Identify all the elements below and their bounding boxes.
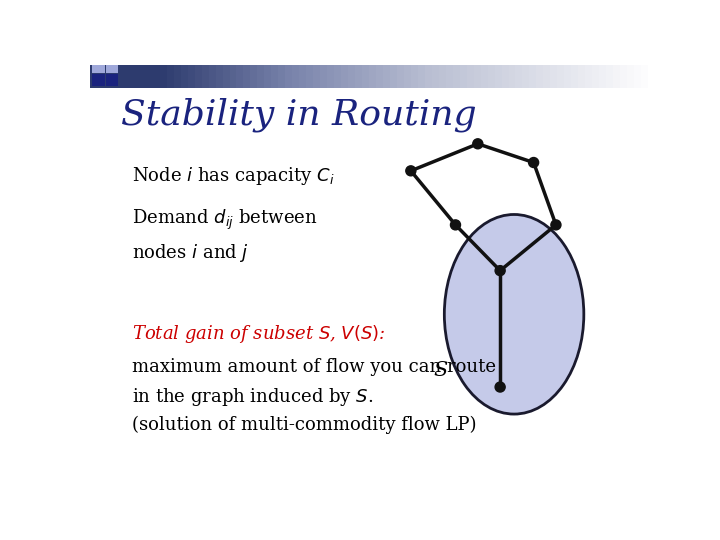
Bar xyxy=(306,65,313,87)
Text: Demand $d_{ij}$ between
nodes $i$ and $j$: Demand $d_{ij}$ between nodes $i$ and $j… xyxy=(132,208,318,264)
Bar xyxy=(474,65,481,87)
Bar xyxy=(327,65,334,87)
Bar xyxy=(508,65,516,87)
Bar xyxy=(188,65,194,87)
Ellipse shape xyxy=(495,382,505,392)
Bar xyxy=(300,65,306,87)
Bar xyxy=(544,65,550,87)
Bar xyxy=(564,65,571,87)
Bar xyxy=(320,65,327,87)
Bar xyxy=(132,65,139,87)
Ellipse shape xyxy=(528,158,539,167)
Bar xyxy=(453,65,459,87)
Ellipse shape xyxy=(451,220,461,230)
Bar xyxy=(92,74,104,85)
Ellipse shape xyxy=(444,214,584,414)
Bar xyxy=(209,65,215,87)
Bar xyxy=(202,65,209,87)
Bar xyxy=(613,65,620,87)
Bar xyxy=(90,65,97,87)
Bar xyxy=(145,65,153,87)
Bar xyxy=(641,65,648,87)
Bar xyxy=(111,65,118,87)
Bar xyxy=(369,65,376,87)
Bar xyxy=(139,65,145,87)
Ellipse shape xyxy=(551,220,561,230)
Bar xyxy=(620,65,627,87)
Bar xyxy=(390,65,397,87)
Bar xyxy=(397,65,404,87)
Bar xyxy=(106,62,118,73)
Bar xyxy=(118,65,125,87)
Text: Total gain of subset $S$, $V(S)$:: Total gain of subset $S$, $V(S)$: xyxy=(132,322,385,345)
Bar xyxy=(243,65,251,87)
Bar xyxy=(174,65,181,87)
Bar xyxy=(481,65,487,87)
Bar xyxy=(258,65,264,87)
Bar xyxy=(285,65,292,87)
Bar xyxy=(550,65,557,87)
Bar xyxy=(181,65,188,87)
Bar xyxy=(355,65,362,87)
Text: maximum amount of flow you can route
in the graph induced by $S$.
(solution of m: maximum amount of flow you can route in … xyxy=(132,358,496,434)
Bar xyxy=(411,65,418,87)
Bar xyxy=(313,65,320,87)
Bar xyxy=(383,65,390,87)
Bar xyxy=(125,65,132,87)
Bar xyxy=(194,65,202,87)
Bar xyxy=(536,65,544,87)
Bar xyxy=(606,65,613,87)
Bar xyxy=(523,65,529,87)
Bar xyxy=(264,65,271,87)
Bar xyxy=(215,65,222,87)
Bar xyxy=(341,65,348,87)
Text: Stability in Routing: Stability in Routing xyxy=(121,97,477,132)
Bar xyxy=(376,65,383,87)
Bar xyxy=(404,65,411,87)
Bar xyxy=(529,65,536,87)
Bar xyxy=(467,65,474,87)
Bar xyxy=(459,65,467,87)
Bar xyxy=(502,65,508,87)
Bar xyxy=(578,65,585,87)
Bar xyxy=(627,65,634,87)
Bar xyxy=(599,65,606,87)
Bar xyxy=(438,65,446,87)
Bar xyxy=(271,65,279,87)
Bar xyxy=(160,65,167,87)
Bar xyxy=(634,65,641,87)
Bar xyxy=(516,65,523,87)
Bar xyxy=(236,65,243,87)
Bar xyxy=(557,65,564,87)
Bar xyxy=(446,65,453,87)
Bar xyxy=(593,65,599,87)
Bar xyxy=(585,65,592,87)
Ellipse shape xyxy=(495,266,505,275)
Bar xyxy=(97,65,104,87)
Bar xyxy=(418,65,425,87)
Ellipse shape xyxy=(406,166,416,176)
Bar xyxy=(222,65,230,87)
Bar xyxy=(279,65,285,87)
Bar xyxy=(92,62,104,73)
Bar xyxy=(104,65,111,87)
Bar xyxy=(362,65,369,87)
Bar xyxy=(487,65,495,87)
Bar xyxy=(106,74,118,85)
Bar xyxy=(167,65,174,87)
Bar xyxy=(432,65,438,87)
Bar xyxy=(495,65,502,87)
Bar xyxy=(334,65,341,87)
Bar xyxy=(230,65,236,87)
Text: Node $i$ has capacity $C_i$: Node $i$ has capacity $C_i$ xyxy=(132,165,334,187)
Bar xyxy=(153,65,160,87)
Bar xyxy=(251,65,258,87)
Bar xyxy=(292,65,300,87)
Ellipse shape xyxy=(473,139,483,149)
Bar xyxy=(571,65,578,87)
Bar xyxy=(348,65,355,87)
Text: S: S xyxy=(433,361,447,380)
Bar xyxy=(425,65,432,87)
